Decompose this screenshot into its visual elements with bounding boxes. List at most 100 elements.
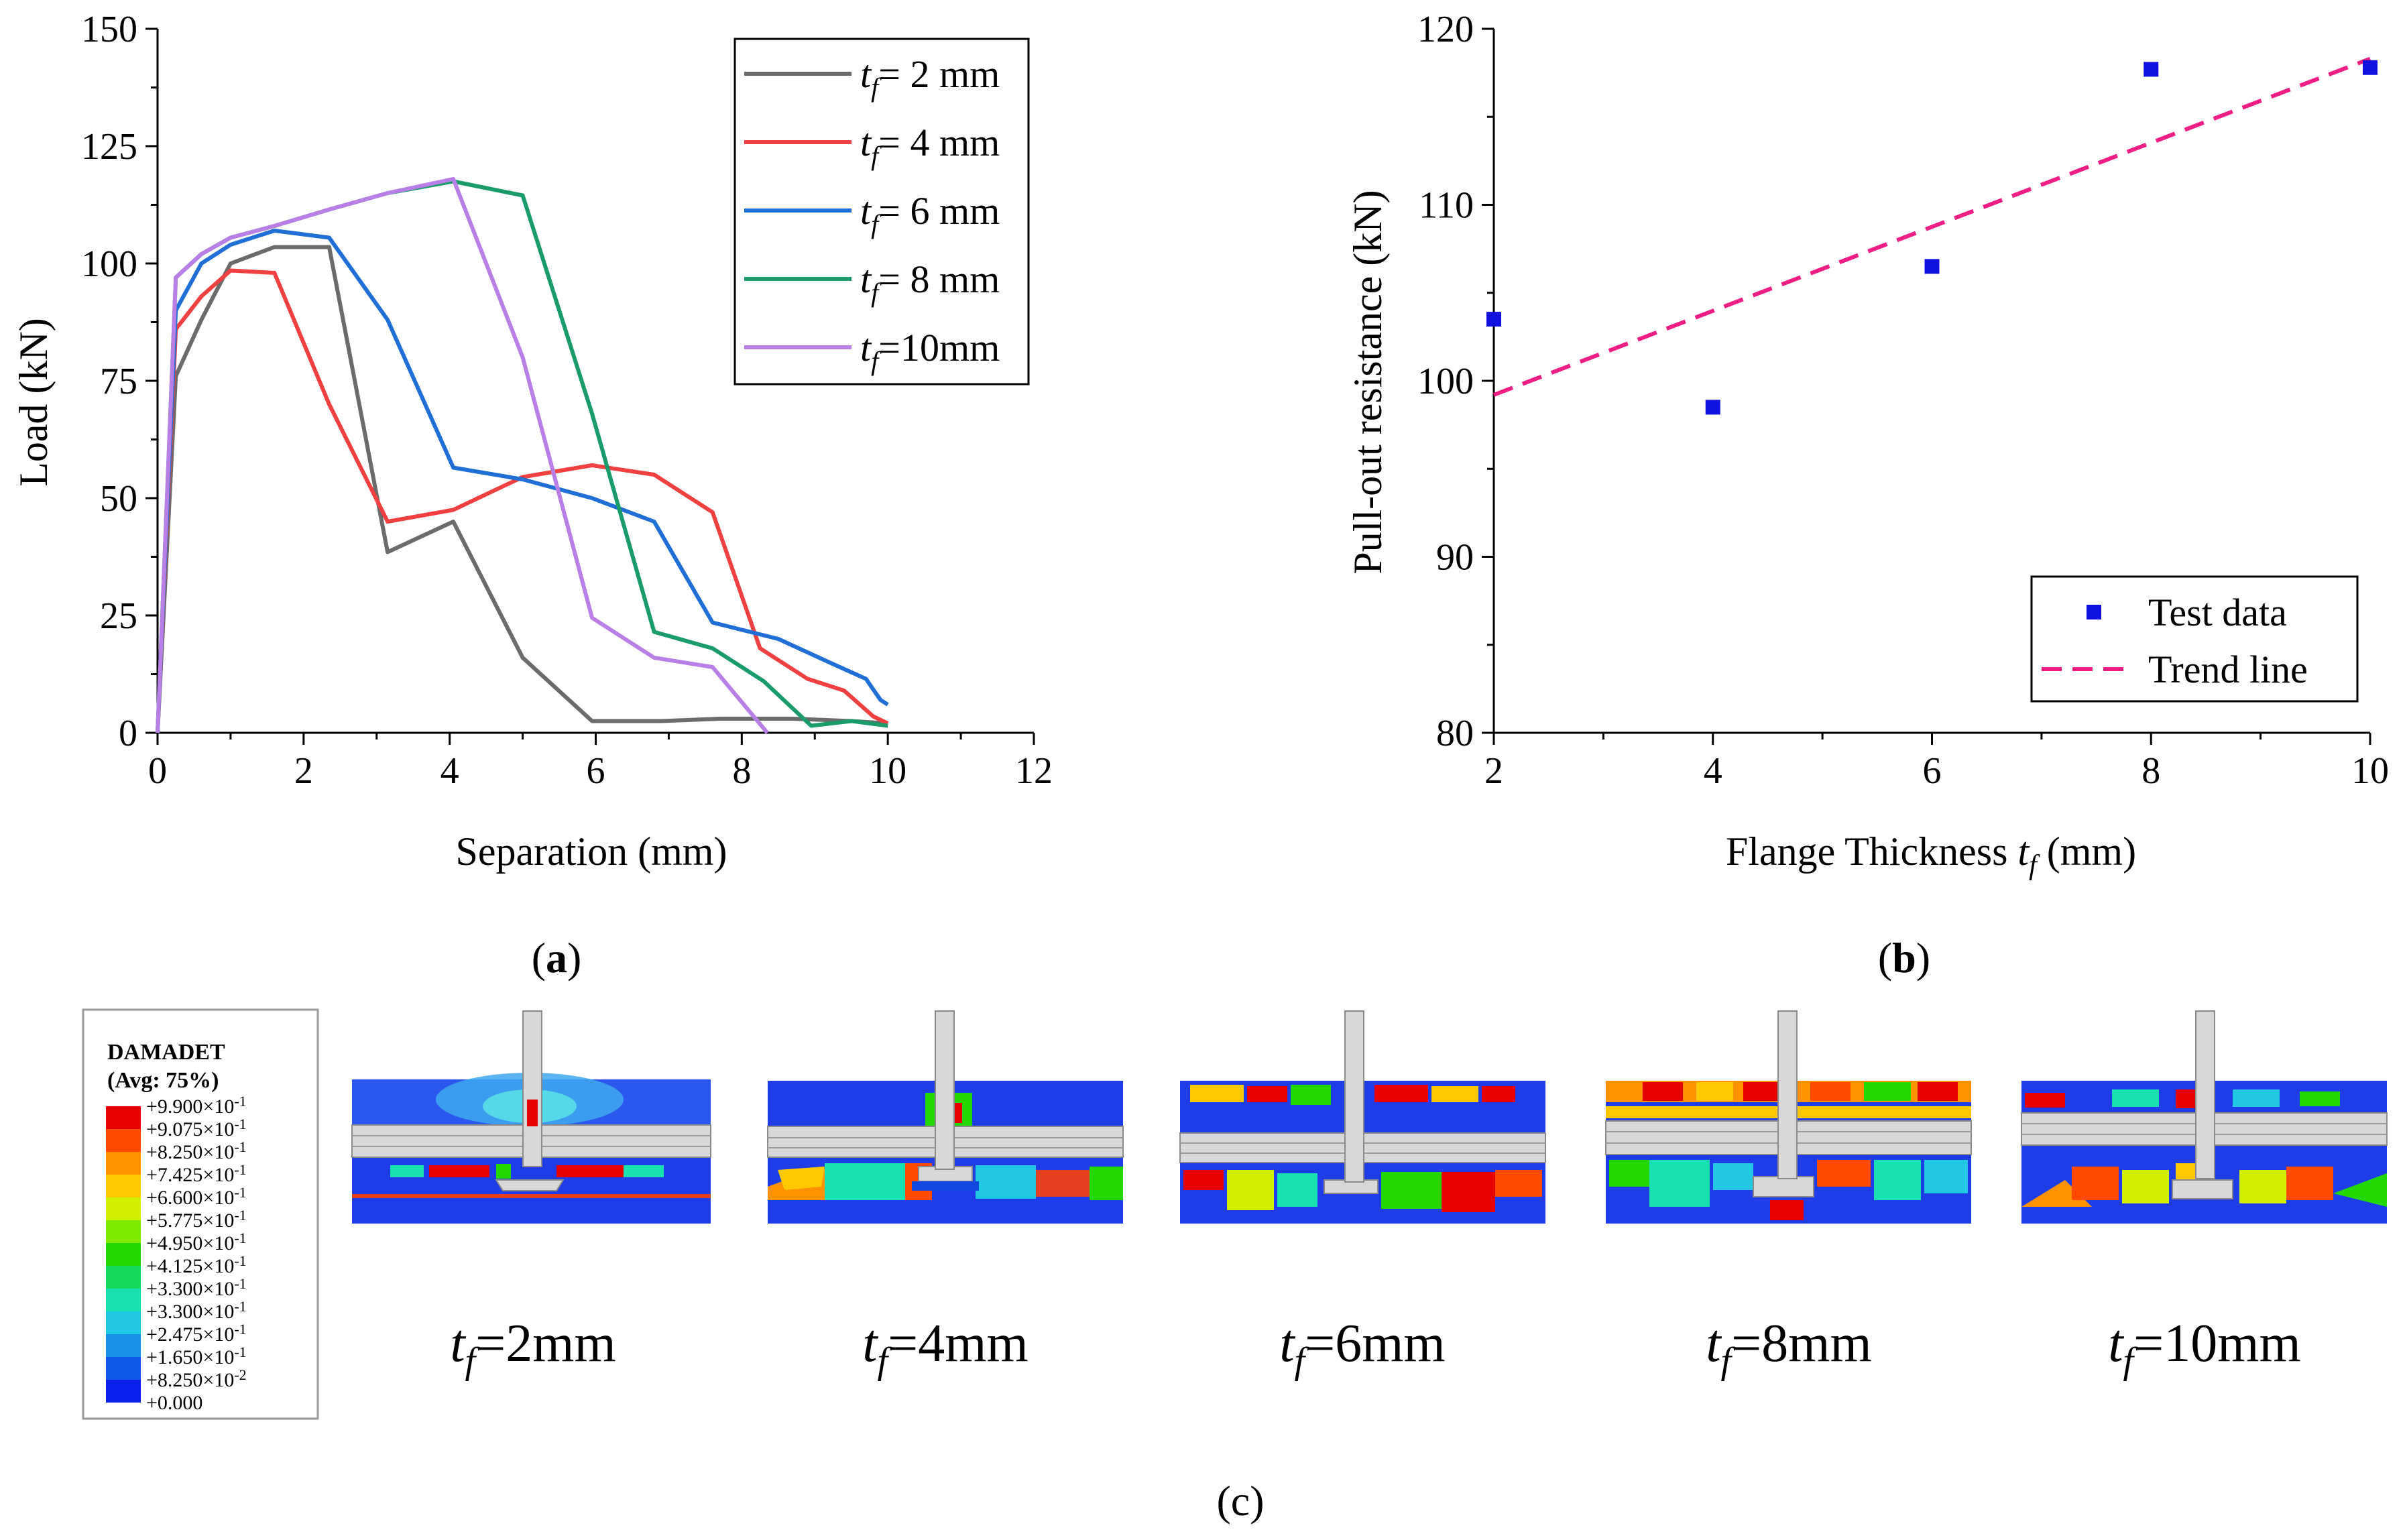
chart-a-legend-label: tf= 2 mm	[860, 52, 1000, 103]
contour-legend-exponent: -1	[234, 1161, 246, 1178]
chart-b-legend-point-swatch	[2087, 605, 2101, 619]
chart-a-ytick-label: 150	[81, 9, 137, 50]
contour-legend-swatch	[106, 1152, 141, 1175]
chart-a-xtick-label: 0	[148, 750, 167, 792]
legend-symbol: t	[860, 52, 872, 96]
chart-a-xtick-label: 8	[732, 750, 751, 792]
legend-text: = 6 mm	[878, 189, 1000, 233]
chart-b-ytick-label: 120	[1417, 9, 1474, 50]
chart-a-series-line	[156, 245, 888, 733]
chart-a-ytick-label: 25	[100, 595, 137, 637]
fem-contour-6mm	[1179, 1010, 1546, 1224]
contour-legend-value: +8.250×10-2	[146, 1366, 247, 1391]
contour-legend-exponent: -1	[234, 1116, 246, 1132]
contour-legend-mantissa: +6.600×10	[146, 1187, 234, 1209]
contour-legend-mantissa: +5.775×10	[146, 1209, 234, 1232]
contour-legend-swatch	[106, 1220, 141, 1243]
contour-legend-value: +1.650×10-1	[146, 1344, 247, 1368]
contour-legend-value: +3.300×10-1	[146, 1298, 247, 1323]
case-symbol: t	[1279, 1314, 1295, 1373]
chart-b-ylabel: Pull-out resistance (kN)	[1346, 190, 1390, 574]
contour-legend-exponent: -1	[234, 1207, 246, 1224]
contour-legend-mantissa: +3.300×10	[146, 1301, 234, 1323]
chart-a-legend-label: tf=10mm	[860, 326, 1000, 376]
contour-legend-exponent: -1	[234, 1298, 246, 1315]
chart-b-ytick-label: 80	[1436, 713, 1474, 754]
contour-legend-value: +5.775×10-1	[146, 1207, 247, 1232]
contour-legend-exponent: -1	[234, 1093, 246, 1110]
contour-legend-mantissa: +7.425×10	[146, 1164, 234, 1186]
case-text: =2mm	[475, 1314, 616, 1373]
fem-contour-2mm	[351, 1010, 711, 1224]
legend-symbol: t	[860, 257, 872, 301]
contour-legend-value: +8.250×10-1	[146, 1138, 247, 1163]
fem-contour-10mm	[2021, 1010, 2388, 1224]
chart-b-xtick-label: 6	[1923, 750, 1942, 792]
fem-contour-4mm	[767, 1010, 1124, 1224]
contour-legend-mantissa: +8.250×10	[146, 1141, 234, 1163]
chart-a-xtick-label: 2	[294, 750, 313, 792]
chart-b-ytick-label: 110	[1419, 185, 1474, 227]
contour-legend-value: +7.425×10-1	[146, 1161, 247, 1186]
chart-a: 0 2 4 6 8 10 12 0 25 50 75 100 125 150 tf= 2 mm tf= 4 …	[11, 9, 1053, 982]
chart-b-point	[1924, 259, 1940, 274]
contour-legend-swatch	[106, 1357, 141, 1380]
chart-b-series	[1486, 56, 2377, 415]
chart-b-point	[1486, 312, 1501, 327]
contour-legend-exponent: -1	[234, 1138, 246, 1155]
chart-a-legend-label: tf= 4 mm	[860, 121, 1000, 171]
chart-b-axes: 2 4 6 8 10 80 90 100 110 120	[1417, 9, 2389, 792]
fem-case-label: tf=4mm	[862, 1314, 1028, 1382]
panel-label-b: (b)	[1878, 934, 1930, 982]
case-symbol: t	[2108, 1314, 2124, 1373]
chart-b-ytick-label: 100	[1417, 361, 1474, 402]
contour-legend-exponent: -1	[234, 1252, 246, 1269]
chart-b-legend: Test data Trend line	[2030, 575, 2359, 703]
contour-legend-exponent: -2	[234, 1366, 246, 1383]
contour-legend-mantissa: +8.250×10	[146, 1369, 234, 1391]
chart-b-ytick-label: 90	[1436, 537, 1474, 579]
contour-legend-mantissa: +9.900×10	[146, 1095, 234, 1118]
chart-b-legend-box	[2030, 575, 2359, 703]
chart-a-legend-label: tf= 8 mm	[860, 257, 1000, 308]
legend-symbol: t	[860, 121, 872, 164]
contour-legend-swatch	[106, 1243, 141, 1266]
contour-legend-exponent: -1	[234, 1230, 246, 1246]
contour-legend-swatch	[106, 1197, 141, 1220]
chart-b-legend-label: Trend line	[2148, 648, 2308, 691]
chart-b-xtick-label: 10	[2351, 750, 2389, 792]
contour-legend-scale: +9.900×10-1+9.075×10-1+8.250×10-1+7.425×…	[106, 1093, 247, 1414]
chart-a-legend: tf= 2 mm tf= 4 mm tf= 6 mm tf= 8 mm tf=10mm	[733, 38, 1030, 386]
contour-legend-swatch	[106, 1380, 141, 1403]
contour-legend-swatch	[106, 1106, 141, 1129]
chart-a-xtick-label: 12	[1015, 750, 1053, 792]
contour-legend-swatch	[106, 1266, 141, 1289]
panel-label-c: (c)	[1216, 1477, 1264, 1525]
contour-legend-swatch	[106, 1289, 141, 1311]
panel-c: DAMADET (Avg: 75%) +9.900×10-1+9.075×10-…	[82, 1008, 2388, 1525]
case-symbol: t	[862, 1314, 878, 1373]
legend-text: = 2 mm	[878, 52, 1000, 96]
contour-legend-exponent: -1	[234, 1275, 246, 1292]
chart-a-ytick-label: 125	[81, 126, 137, 168]
chart-b-xlabel: Flange Thickness tf (mm)	[1726, 829, 2136, 881]
contour-legend-mantissa: +2.475×10	[146, 1323, 234, 1346]
chart-b-xtick-label: 4	[1704, 750, 1722, 792]
chart-b-point	[2144, 62, 2159, 77]
chart-a-series-line	[156, 268, 889, 733]
chart-b-point	[2363, 60, 2377, 75]
contour-legend-value: +6.600×10-1	[146, 1184, 247, 1209]
contour-legend-mantissa: +3.300×10	[146, 1278, 234, 1300]
contour-legend-mantissa: +9.075×10	[146, 1118, 234, 1140]
case-text: =8mm	[1731, 1314, 1872, 1373]
fem-case-label: tf=6mm	[1279, 1314, 1445, 1382]
chart-a-xtick-label: 10	[869, 750, 906, 792]
case-symbol: t	[450, 1314, 466, 1373]
case-text: =10mm	[2133, 1314, 2301, 1373]
contour-legend-swatch	[106, 1311, 141, 1334]
contour-legend-subtitle: (Avg: 75%)	[107, 1068, 219, 1093]
chart-b-legend-label: Test data	[2148, 591, 2287, 634]
contour-legend-value: +4.125×10-1	[146, 1252, 247, 1277]
